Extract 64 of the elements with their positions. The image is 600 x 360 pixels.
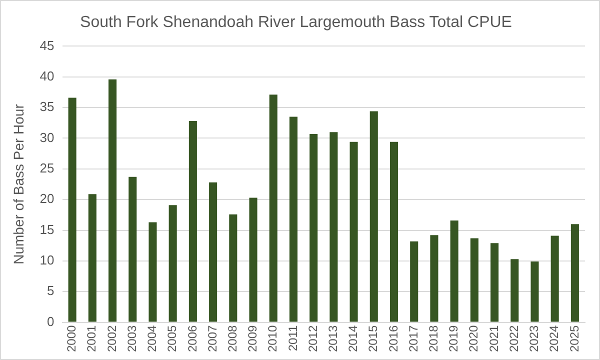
bar xyxy=(310,134,318,322)
x-tick-label: 2014 xyxy=(346,324,360,352)
bar xyxy=(470,238,478,322)
bar xyxy=(269,94,278,322)
y-tick-label: 35 xyxy=(40,99,54,114)
y-tick-label: 25 xyxy=(40,160,54,176)
x-tick-label: 2013 xyxy=(326,324,340,352)
x-tick-label: 2025 xyxy=(567,324,582,352)
x-tick-label: 2003 xyxy=(124,324,139,352)
y-tick-label: 30 xyxy=(40,130,54,145)
bar xyxy=(450,220,458,322)
x-tick-label: 2022 xyxy=(506,324,521,352)
x-tick-label: 2002 xyxy=(104,324,119,352)
bar xyxy=(370,111,378,322)
bar xyxy=(530,262,539,322)
bar xyxy=(350,142,358,322)
bar xyxy=(108,79,117,322)
x-tick-label: 2018 xyxy=(426,324,441,352)
bar xyxy=(168,205,177,322)
x-tick-label: 2005 xyxy=(165,324,180,352)
x-tick-label: 2012 xyxy=(306,324,320,352)
bar xyxy=(68,98,76,322)
bar xyxy=(510,259,519,322)
y-tick-label: 40 xyxy=(40,68,54,84)
x-tick-label: 2008 xyxy=(225,324,240,352)
x-tick-label: 2004 xyxy=(145,324,160,352)
bar xyxy=(490,243,499,322)
y-axis-title: Number of Bass Per Hour xyxy=(10,104,26,264)
y-tick-label: 5 xyxy=(47,283,54,298)
x-tick-label: 2024 xyxy=(547,324,562,352)
bar xyxy=(188,121,197,322)
x-tick-label: 2011 xyxy=(286,324,300,352)
bar xyxy=(209,182,218,322)
x-tick-label: 2009 xyxy=(246,324,260,352)
x-tick-label: 2019 xyxy=(446,324,461,352)
x-tick-label: 2000 xyxy=(64,324,79,352)
y-tick-label: 45 xyxy=(40,38,54,53)
bar xyxy=(148,222,157,322)
x-tick-label: 2010 xyxy=(266,324,280,352)
bar xyxy=(390,142,398,322)
chart-title: South Fork Shenandoah River Largemouth Bass Total CPUE xyxy=(80,14,512,32)
y-tick-label: 10 xyxy=(40,252,54,268)
x-tick-label: 2020 xyxy=(466,324,481,352)
x-tick-label: 2006 xyxy=(185,324,200,352)
y-tick-label: 20 xyxy=(40,191,54,206)
x-tick-label: 2001 xyxy=(84,324,99,352)
x-tick-label: 2015 xyxy=(366,324,380,352)
bar xyxy=(550,236,559,322)
x-tick-label: 2023 xyxy=(527,324,542,352)
bar xyxy=(289,116,298,322)
x-tick-label: 2021 xyxy=(486,324,501,352)
bar xyxy=(249,198,258,322)
y-tick-label: 0 xyxy=(47,314,54,329)
y-tick-label: 15 xyxy=(40,222,54,237)
bar xyxy=(229,214,238,322)
bar xyxy=(128,176,137,322)
bar xyxy=(330,132,338,322)
x-tick-label: 2016 xyxy=(386,324,400,352)
x-tick-label: 2007 xyxy=(205,324,220,352)
bar xyxy=(88,194,96,322)
bar xyxy=(410,241,418,322)
bar xyxy=(570,224,579,322)
x-tick-label: 2017 xyxy=(406,324,420,352)
bar xyxy=(430,235,438,322)
